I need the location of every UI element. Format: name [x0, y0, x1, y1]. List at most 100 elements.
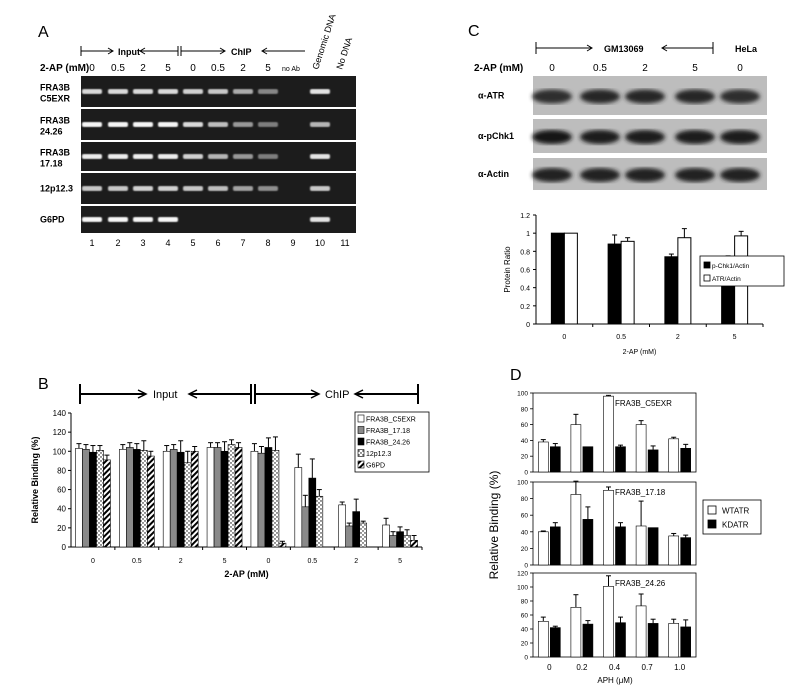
y-tick-label: 100	[517, 585, 528, 592]
bar	[220, 450, 229, 548]
bar	[396, 531, 404, 548]
gel-band	[208, 186, 228, 191]
bar	[537, 441, 549, 473]
bar	[549, 627, 561, 658]
subplot: 0 20 40 60 80 100 120 FRA3B_24.26	[517, 571, 697, 662]
bar	[176, 451, 185, 548]
bar	[582, 446, 594, 473]
lane-number: 8	[265, 238, 270, 248]
panel-a-no-dna-label: No DNA	[334, 36, 354, 70]
y-tick-label: 0.4	[520, 286, 530, 293]
bar	[82, 449, 90, 548]
bar	[140, 450, 148, 548]
lane-number: 6	[215, 238, 220, 248]
panel-b-brackets	[79, 384, 419, 404]
blot-band	[532, 168, 572, 182]
gel-band	[82, 89, 102, 94]
y-tick-label: 40	[57, 505, 66, 514]
plot-frame	[532, 481, 697, 566]
bar	[570, 606, 582, 658]
y-tick-label: 80	[57, 466, 66, 475]
bar	[206, 447, 215, 548]
y-tick-label: 20	[521, 641, 529, 648]
x-tick-label: 5	[733, 334, 737, 341]
panel-a-letter: A	[38, 24, 49, 41]
gel-band	[108, 122, 128, 127]
gel-band	[108, 154, 128, 159]
bar	[537, 531, 549, 566]
gel-band	[158, 186, 178, 191]
bar	[352, 511, 360, 548]
blot-band	[625, 168, 665, 182]
x-tick-label: 2	[676, 334, 680, 341]
conc-value: 5	[165, 63, 171, 74]
panel-a-brackets	[80, 46, 305, 56]
panel-a-no-ab-label: no Ab	[282, 66, 300, 73]
bar	[603, 395, 614, 473]
bar	[647, 527, 659, 566]
x-tick-label: 0.5	[132, 558, 142, 565]
gel-band	[82, 186, 102, 191]
blot-band	[675, 168, 715, 182]
gel-band	[133, 217, 153, 222]
lane-number: 5	[190, 238, 195, 248]
x-tick-label: 0.7	[642, 663, 654, 672]
gel-band	[108, 89, 128, 94]
conc-value: 0	[190, 63, 196, 74]
bar	[570, 494, 582, 566]
bar	[549, 446, 561, 473]
y-tick-label: 0.2	[520, 304, 530, 311]
y-tick-label: 1	[526, 231, 530, 238]
panel-a-lane-numbers: 1 2 3 4 5 6 7 8 9 10 11	[89, 238, 349, 248]
x-tick-label: 0.5	[307, 558, 317, 565]
bar	[234, 447, 243, 548]
gel-band	[233, 122, 253, 127]
x-tick-label: 2	[179, 558, 183, 565]
bar	[570, 424, 582, 473]
panel-a: A Input ChIP 2-AP (mM) 0 0.5 2 5 0 0.5 2 5 no A…	[38, 13, 356, 248]
bar	[668, 535, 680, 566]
gel-band	[108, 186, 128, 191]
bar	[96, 450, 104, 548]
conc-value: 0.5	[593, 63, 607, 74]
gel-band	[208, 89, 228, 94]
plot-frame	[532, 392, 697, 473]
bar	[664, 256, 679, 325]
gel-row-label: G6PD	[40, 215, 65, 225]
bar	[126, 447, 134, 548]
bar	[403, 535, 411, 548]
lane-number: 4	[165, 238, 170, 248]
gel-band	[133, 122, 153, 127]
gel-band	[310, 122, 330, 127]
conc-value: 0	[737, 63, 743, 74]
bar	[89, 451, 97, 548]
bar	[635, 605, 647, 658]
panel-c-hela-label: HeLa	[735, 44, 758, 54]
gel-band	[183, 186, 203, 191]
gel-band	[258, 154, 278, 159]
bar	[620, 240, 635, 325]
conc-value: 0	[89, 63, 95, 74]
blot-band	[532, 89, 572, 104]
legend-label: FRA3B_24.26	[366, 440, 410, 447]
x-tick-label: 0	[266, 558, 270, 565]
bar	[250, 450, 259, 548]
legend-swatch	[357, 460, 365, 469]
y-tick-label: 60	[521, 613, 529, 620]
y-tick-label: 100	[517, 480, 528, 487]
legend-label: 12p12.3	[366, 451, 391, 458]
y-tick-label: 100	[517, 391, 528, 398]
legend: FRA3B_C5EXR FRA3B_17.18 FRA3B_24.26 12p12.3…	[354, 411, 430, 473]
panel-a-chip-label: ChIP	[231, 47, 252, 57]
gel-band	[310, 154, 330, 159]
gel-band	[183, 89, 203, 94]
legend-swatch	[357, 414, 365, 423]
gel-row-sublabel: C5EXR	[40, 94, 71, 104]
gel-row-sublabel: 24.26	[40, 127, 63, 137]
gel-row-label: FRA3B	[40, 116, 71, 126]
gel-band	[208, 122, 228, 127]
lane-number: 9	[290, 238, 295, 248]
gel-band	[258, 89, 278, 94]
gel-row-sublabel: 17.18	[40, 159, 63, 169]
bar	[133, 449, 141, 548]
